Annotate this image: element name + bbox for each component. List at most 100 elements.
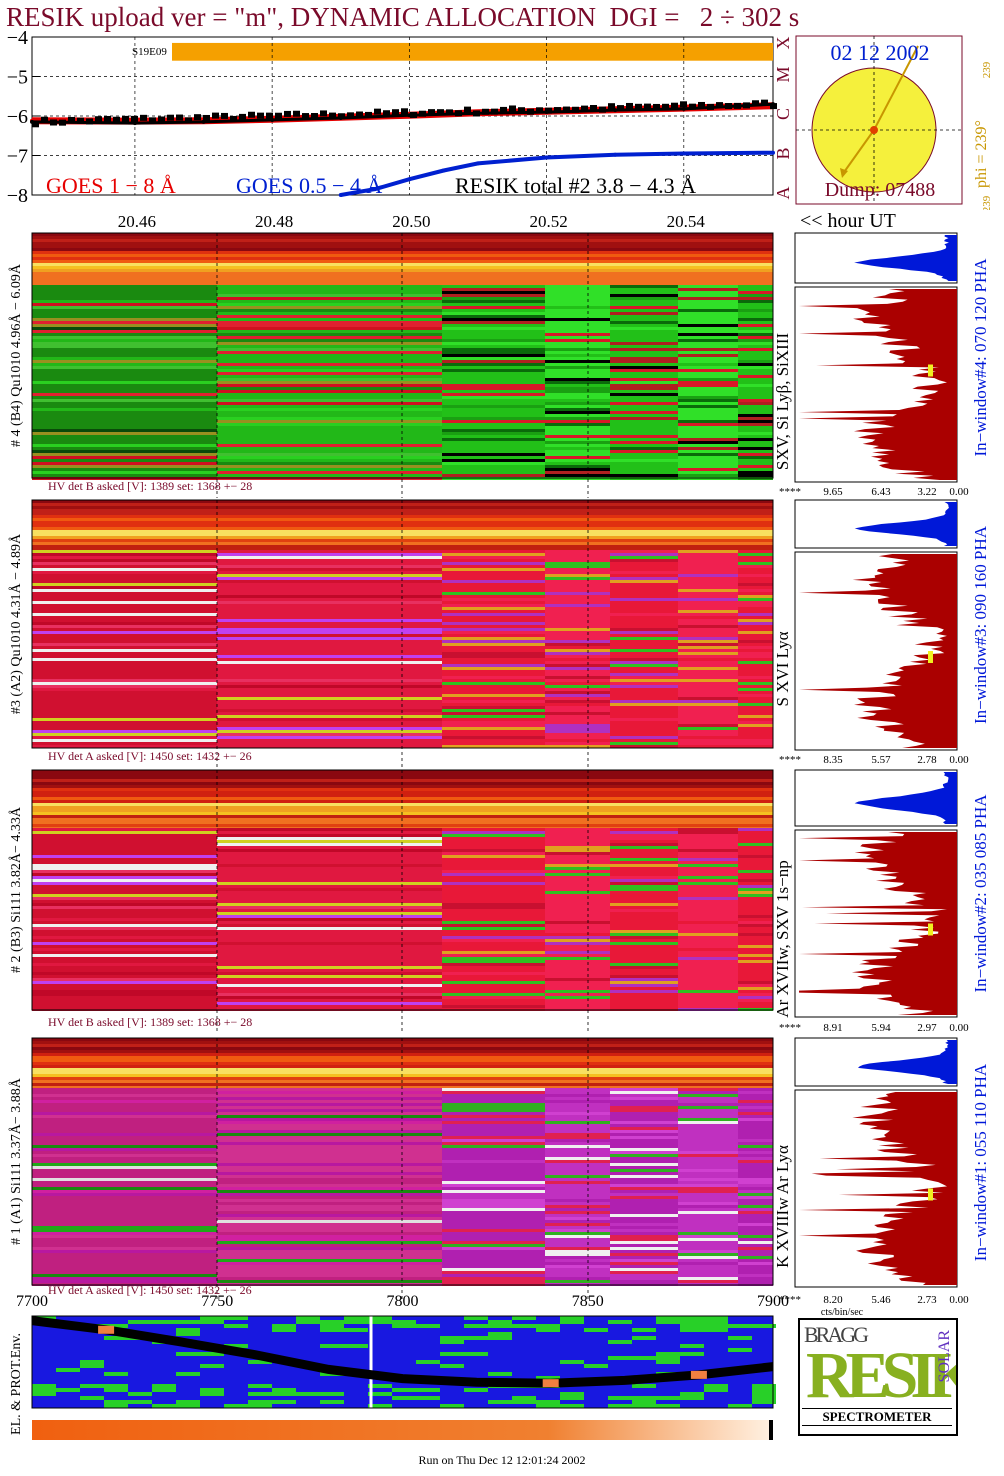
heat-row — [442, 667, 545, 670]
strip-row — [32, 248, 773, 251]
heat-row — [217, 1199, 442, 1202]
heat-row — [738, 846, 773, 849]
heat-row — [738, 1002, 773, 1005]
heat-row — [545, 891, 610, 894]
heat-row — [545, 849, 610, 852]
resik-step — [509, 105, 516, 112]
heat-row — [738, 727, 773, 730]
heat-row — [545, 870, 610, 873]
heat-row — [217, 321, 442, 324]
heat-row — [442, 1127, 545, 1130]
heat-row — [217, 474, 442, 477]
strip-row — [32, 284, 773, 287]
heat-row — [678, 945, 738, 948]
heat-row — [217, 661, 442, 664]
heat-row — [610, 1154, 678, 1157]
heat-row — [738, 1118, 773, 1121]
heat-row — [545, 1130, 610, 1133]
heat-row — [217, 1253, 442, 1256]
heat-row — [678, 870, 738, 873]
heat-row — [32, 930, 217, 933]
heat-row — [610, 345, 678, 348]
heat-row — [678, 1247, 738, 1250]
heat-row — [442, 999, 545, 1002]
orbit-blob — [656, 1316, 680, 1320]
heat-row — [217, 459, 442, 462]
heat-row — [610, 733, 678, 736]
heat-row — [32, 610, 217, 613]
heat-row — [545, 888, 610, 891]
heat-row — [442, 712, 545, 715]
pha-top-fill — [854, 772, 957, 824]
heat-row — [678, 1169, 738, 1172]
heat-row — [217, 897, 442, 900]
heat-row — [738, 595, 773, 598]
heat-row — [610, 366, 678, 369]
heat-row — [32, 1268, 217, 1271]
heat-row — [32, 384, 217, 387]
heat-row — [442, 915, 545, 918]
heat-row — [217, 855, 442, 858]
y-tick-label: −8 — [7, 185, 28, 207]
heat-row — [738, 622, 773, 625]
orbit-label: EL. & PROT.Env. — [9, 1333, 24, 1435]
heat-row — [610, 1238, 678, 1241]
heat-row — [545, 420, 610, 423]
heat-row — [32, 333, 217, 336]
heat-row — [545, 345, 610, 348]
heat-row — [545, 837, 610, 840]
heat-row — [545, 1106, 610, 1109]
heat-row — [32, 643, 217, 646]
heat-row — [610, 742, 678, 745]
heat-row — [32, 634, 217, 637]
heat-row — [217, 927, 442, 930]
heat-row — [545, 339, 610, 342]
heat-row — [610, 462, 678, 465]
heat-row — [442, 589, 545, 592]
heat-row — [32, 574, 217, 577]
heat-row — [442, 450, 545, 453]
heat-row — [545, 1169, 610, 1172]
heat-row — [738, 885, 773, 888]
heat-row — [738, 963, 773, 966]
heat-row — [678, 586, 738, 589]
heat-row — [217, 604, 442, 607]
heat-row — [545, 703, 610, 706]
heat-row — [217, 861, 442, 864]
heat-row — [545, 297, 610, 300]
heat-row — [442, 634, 545, 637]
heat-row — [610, 598, 678, 601]
orbit-blob — [128, 1400, 152, 1404]
orbit-blob — [344, 1316, 368, 1320]
resik-step — [302, 113, 309, 120]
heat-row — [738, 987, 773, 990]
heat-row — [442, 300, 545, 303]
heat-row — [738, 840, 773, 843]
heat-row — [610, 1121, 678, 1124]
heat-row — [442, 354, 545, 357]
heat-row — [678, 559, 738, 562]
heat-row — [32, 733, 217, 736]
heat-row — [738, 1091, 773, 1094]
heat-row — [738, 372, 773, 375]
heat-row — [610, 882, 678, 885]
pha-main-fill — [799, 832, 957, 1015]
heat-row — [32, 1193, 217, 1196]
heat-row — [678, 966, 738, 969]
heat-row — [217, 867, 442, 870]
heat-row — [610, 739, 678, 742]
heat-row — [738, 592, 773, 595]
resik-step — [626, 102, 633, 109]
heat-row — [738, 438, 773, 441]
heat-row — [738, 849, 773, 852]
heat-row — [217, 703, 442, 706]
heat-row — [442, 990, 545, 993]
resik-step — [662, 103, 669, 110]
heat-row — [217, 1187, 442, 1190]
heat-row — [217, 849, 442, 852]
heat-row — [610, 724, 678, 727]
heat-row — [545, 1088, 610, 1091]
orbit-blob — [464, 1352, 488, 1356]
heat-row — [545, 456, 610, 459]
heat-row — [217, 408, 442, 411]
